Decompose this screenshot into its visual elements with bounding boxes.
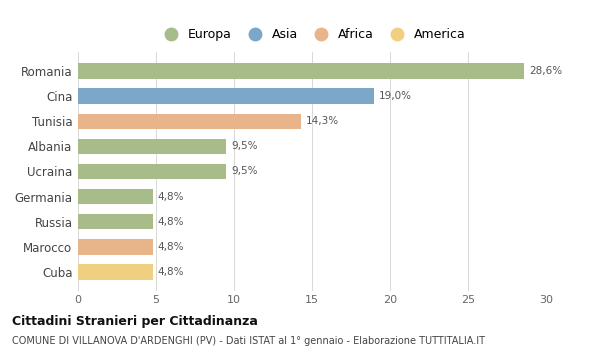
Text: COMUNE DI VILLANOVA D'ARDENGHI (PV) - Dati ISTAT al 1° gennaio - Elaborazione TU: COMUNE DI VILLANOVA D'ARDENGHI (PV) - Da… (12, 336, 485, 346)
Bar (78, 63, 524, 79)
Bar (78, 189, 153, 204)
Bar (78, 89, 374, 104)
Text: 4,8%: 4,8% (158, 191, 184, 202)
Bar (78, 239, 153, 254)
Bar (78, 164, 226, 179)
Text: 4,8%: 4,8% (158, 267, 184, 277)
Text: 19,0%: 19,0% (379, 91, 412, 101)
Text: 4,8%: 4,8% (158, 242, 184, 252)
Bar (78, 139, 226, 154)
Bar (78, 113, 301, 129)
Legend: Europa, Asia, Africa, America: Europa, Asia, Africa, America (158, 28, 466, 42)
Text: Cittadini Stranieri per Cittadinanza: Cittadini Stranieri per Cittadinanza (12, 315, 258, 328)
Bar (78, 264, 153, 280)
Text: 9,5%: 9,5% (231, 141, 257, 152)
Bar (78, 214, 153, 230)
Text: 14,3%: 14,3% (306, 116, 339, 126)
Text: 9,5%: 9,5% (231, 167, 257, 176)
Text: 4,8%: 4,8% (158, 217, 184, 227)
Text: 28,6%: 28,6% (529, 66, 562, 76)
